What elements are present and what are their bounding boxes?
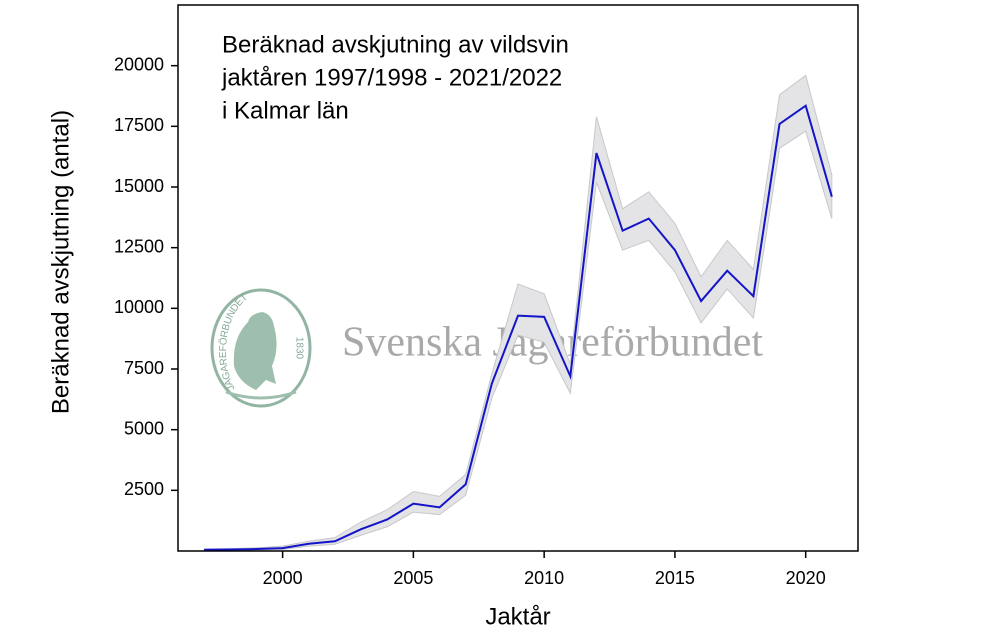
chart-title: Beräknad avskjutning av vildsvin	[222, 31, 569, 58]
chart-title: i Kalmar län	[222, 97, 349, 124]
y-tick-label: 12500	[114, 236, 164, 256]
y-tick-label: 2500	[124, 479, 164, 499]
x-tick-label: 2005	[393, 568, 433, 588]
y-tick-label: 5000	[124, 418, 164, 438]
logo: JÄGAREFÖRBUNDET 1830	[210, 288, 312, 408]
y-tick-label: 7500	[124, 358, 164, 378]
logo-ring	[210, 288, 312, 408]
plot-frame	[177, 4, 859, 552]
y-tick-label: 20000	[114, 54, 164, 74]
y-tick-label: 17500	[114, 115, 164, 135]
y-tick-label: 10000	[114, 297, 164, 317]
y-axis-label: Beräknad avskjutning (antal)	[47, 110, 74, 414]
confidence-band	[203, 74, 833, 552]
logo-bird	[233, 312, 277, 390]
x-tick-label: 2015	[655, 568, 695, 588]
chart-title: jaktåren 1997/1998 - 2021/2022	[221, 64, 562, 91]
logo-ground	[225, 390, 297, 400]
x-tick-label: 2020	[786, 568, 826, 588]
x-axis-label: Jaktår	[485, 603, 550, 630]
x-tick-label: 2000	[263, 568, 303, 588]
y-tick-label: 15000	[114, 176, 164, 196]
line	[204, 104, 833, 551]
x-tick-label: 2010	[524, 568, 564, 588]
logo-year: 1830	[293, 337, 304, 360]
